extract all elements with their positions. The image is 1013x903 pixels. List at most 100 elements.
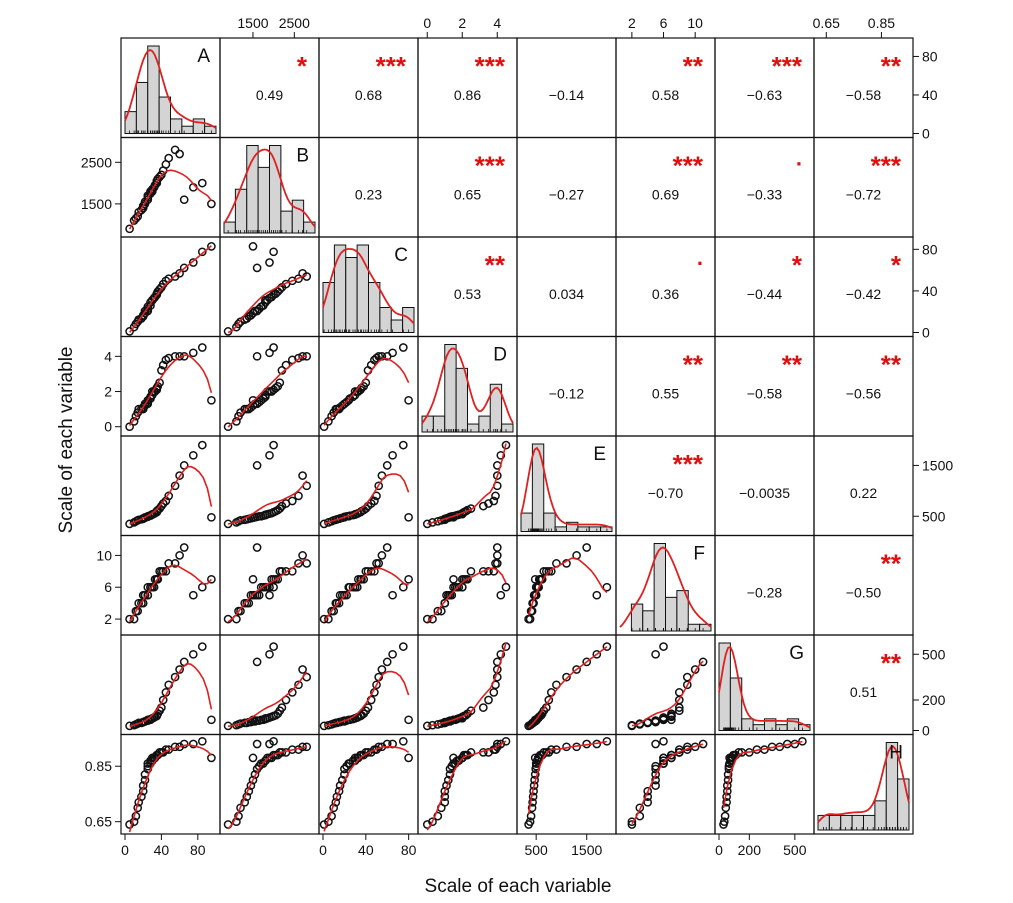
panel-A-D: 0.86 *** xyxy=(417,37,518,139)
scatter-point xyxy=(372,680,381,690)
significance-stars: ** xyxy=(881,51,902,81)
scatter-point xyxy=(164,153,174,163)
smooth-line xyxy=(227,273,307,334)
histogram-bar xyxy=(223,221,236,234)
correlation-value: −0.27 xyxy=(549,187,585,203)
panel-C-E: 0.034 xyxy=(516,236,617,338)
correlation-value: −0.58 xyxy=(846,87,882,103)
scatter-point xyxy=(269,440,278,450)
histogram-bar xyxy=(181,125,194,135)
density-curve xyxy=(322,248,415,325)
scatter-point xyxy=(158,566,168,576)
scatter-point xyxy=(246,781,256,790)
correlation-value: −0.58 xyxy=(747,386,783,402)
scatter-point xyxy=(254,590,264,600)
tick-label-D: 4 xyxy=(493,15,501,31)
scatter-point xyxy=(651,649,660,659)
tick-label-A: 40 xyxy=(922,87,938,103)
correlation-value: −0.33 xyxy=(747,187,783,203)
panel-D-A xyxy=(120,335,221,437)
panel-D-E: −0.12 xyxy=(516,335,617,437)
panel-F-C xyxy=(318,534,419,636)
tick-label-F: 10 xyxy=(96,547,112,563)
panel-E-C xyxy=(318,435,419,537)
scatter-point xyxy=(627,820,637,829)
scatter-point xyxy=(252,263,262,273)
correlation-value: −0.42 xyxy=(846,286,882,302)
panel-C-D: 0.53** xyxy=(417,236,518,338)
correlation-value: 0.68 xyxy=(355,87,382,103)
histogram-bar xyxy=(600,526,613,532)
scatter-point xyxy=(125,614,134,624)
scatter-point xyxy=(592,649,602,659)
tick-label-F: 6 xyxy=(660,15,668,31)
scatter-point xyxy=(207,395,216,405)
scatter-point xyxy=(388,649,397,659)
scatter-point xyxy=(125,224,134,234)
significance-stars: . xyxy=(796,146,802,171)
tick-label-F: 2 xyxy=(628,15,636,31)
scatter-point xyxy=(223,422,233,432)
scatter-point xyxy=(722,797,731,807)
panel-G-D xyxy=(417,634,518,736)
histogram-bar xyxy=(531,443,545,532)
histogram-bar xyxy=(489,383,503,433)
histogram-bar xyxy=(303,221,316,234)
panel-E-A xyxy=(120,435,221,537)
x-axis-label: Scale of each variable xyxy=(425,876,612,897)
scatter-point xyxy=(133,212,143,221)
histogram-bar xyxy=(543,512,556,532)
scatter-point xyxy=(501,736,511,746)
scatter-point xyxy=(428,614,437,624)
panel-H-G xyxy=(714,733,815,835)
tick-label-G: 200 xyxy=(922,692,946,708)
significance-stars: * xyxy=(792,250,803,280)
scatter-point xyxy=(179,739,189,749)
significance-stars: *** xyxy=(772,51,803,81)
scatter-point xyxy=(372,353,381,363)
panel-E-D xyxy=(417,435,518,537)
scatter-point xyxy=(269,343,278,352)
scatter-point xyxy=(179,195,189,205)
scatter-point xyxy=(319,614,329,624)
significance-stars: * xyxy=(297,51,308,81)
panel-B-H: −0.72 *** xyxy=(813,136,914,238)
scatter-point xyxy=(158,695,168,705)
scatter-point xyxy=(592,590,602,600)
significance-stars: *** xyxy=(673,151,704,181)
tick-label-E: 1500 xyxy=(571,842,602,858)
scatter-point xyxy=(725,753,734,763)
scatter-point xyxy=(170,672,180,682)
variable-name-B: B xyxy=(296,146,309,167)
scatter-point xyxy=(265,450,274,460)
scatter-point xyxy=(252,657,262,667)
scatter-point xyxy=(175,471,184,480)
panel-A-E: −0.14 xyxy=(516,37,617,139)
panel-E-F: −0.70 *** xyxy=(615,435,716,537)
correlation-value: 0.034 xyxy=(549,286,584,302)
panel-G-B xyxy=(219,634,320,736)
histogram-bar xyxy=(455,367,468,433)
scatter-point xyxy=(265,649,274,659)
density-curve xyxy=(124,48,217,129)
scatter-point xyxy=(719,817,729,827)
scatter-point xyxy=(170,145,180,155)
significance-stars: * xyxy=(891,250,902,280)
histogram-bar xyxy=(280,210,293,234)
histogram-bar xyxy=(665,596,678,632)
smooth-line xyxy=(128,169,213,230)
scatter-point xyxy=(428,817,437,827)
histogram-bar xyxy=(520,512,533,532)
panel-B-G: −0.33. xyxy=(714,136,815,238)
scatter-point xyxy=(188,258,198,267)
scatter-point xyxy=(398,343,408,352)
panel-B-E: −0.27 xyxy=(516,136,617,238)
scatter-point xyxy=(449,574,458,584)
correlation-value: −0.28 xyxy=(747,585,783,601)
scatter-point xyxy=(236,719,245,728)
scatter-point xyxy=(602,582,612,592)
scatter-point xyxy=(319,519,329,529)
scatter-point xyxy=(175,551,184,560)
scatter-point xyxy=(466,504,476,513)
tick-label-H: 0.65 xyxy=(813,15,840,31)
